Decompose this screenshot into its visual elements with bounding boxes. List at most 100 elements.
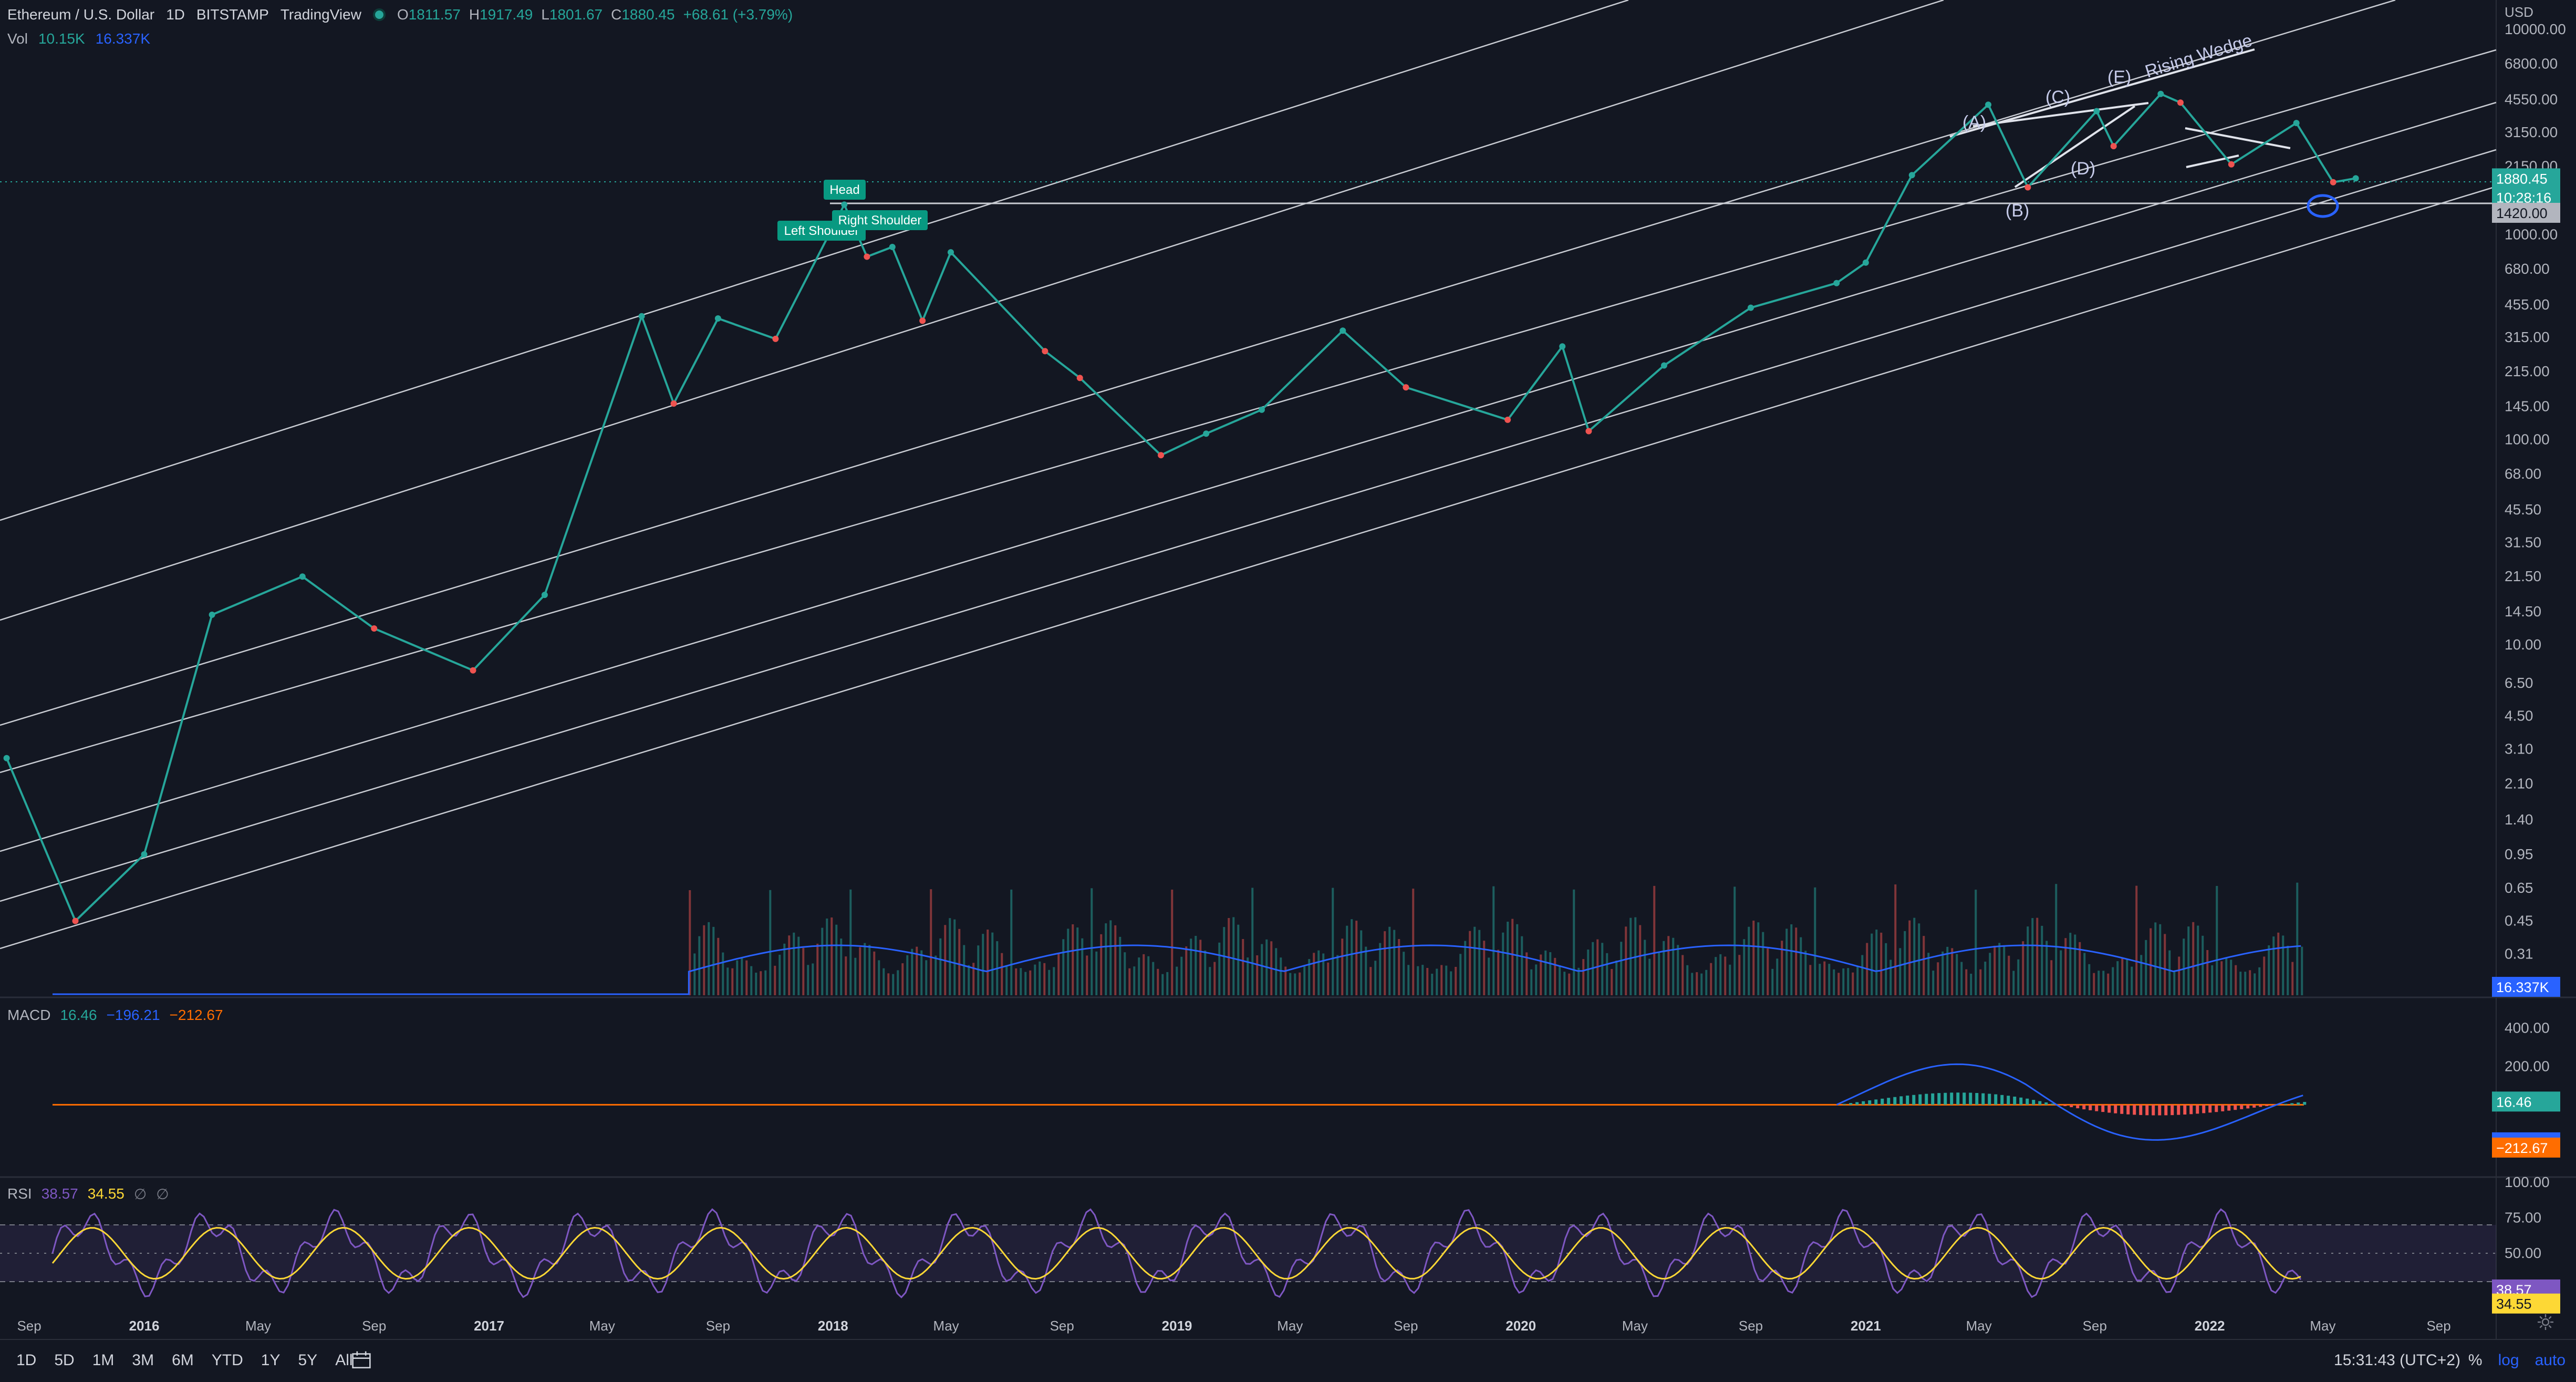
volume-bar (2074, 935, 2076, 996)
volume-bar (2083, 953, 2085, 995)
volume-bar (1629, 918, 1632, 995)
head-label[interactable]: Head (824, 180, 866, 200)
timeframe-button-1m[interactable]: 1M (84, 1352, 123, 1369)
macd-hist-bar (1912, 1095, 1915, 1105)
volume-bar (778, 955, 781, 995)
macd-hist-bar (2202, 1105, 2205, 1113)
symbol-name: Ethereum / U.S. Dollar (7, 6, 154, 23)
macd-hist-bar (1975, 1093, 1978, 1105)
timeframe-button-ytd[interactable]: YTD (203, 1352, 252, 1369)
volume-bar (717, 938, 719, 995)
volume-bar (693, 954, 695, 996)
price-point (1833, 280, 1840, 286)
volume-bar (1142, 954, 1145, 995)
volume-bar (854, 958, 856, 995)
volume-bar (849, 890, 851, 995)
volume-bar (1880, 933, 1882, 995)
rsi-legend[interactable]: RSI 38.57 34.55 ∅ ∅ (7, 1185, 169, 1203)
rsi-ma-label: 34.55 (2496, 1296, 2532, 1312)
volume-bar (2206, 950, 2208, 995)
volume-bar (2003, 946, 2005, 996)
macd-hist-bar (1925, 1094, 1928, 1105)
volume-bar (1105, 923, 1107, 995)
symbol-legend[interactable]: Ethereum / U.S. Dollar 1D BITSTAMP Tradi… (7, 6, 793, 23)
volume-bar (1700, 974, 1702, 995)
volume-bar (2263, 956, 2265, 995)
timeframe-button-6m[interactable]: 6M (163, 1352, 203, 1369)
rising-wedge-label[interactable]: Rising Wedge (2143, 30, 2255, 82)
volume-bar (1067, 929, 1069, 995)
volume-bar (1488, 957, 1490, 995)
volume-bar (2239, 972, 2241, 995)
calendar-icon[interactable] (351, 1350, 372, 1369)
macd-signal-value: −212.67 (170, 1007, 223, 1024)
timeframe-button-1d[interactable]: 1D (7, 1352, 45, 1369)
target-circle-marker[interactable] (2308, 195, 2338, 216)
volume-bar (1492, 886, 1494, 995)
log-scale-toggle[interactable]: log (2498, 1352, 2519, 1369)
last-price-label: 1880.45 (2496, 171, 2548, 187)
macd-hist-bar (2013, 1097, 2016, 1105)
wave-c-label[interactable]: (C) (2045, 87, 2070, 107)
time-tick-label: 2017 (474, 1318, 504, 1334)
timeframe-button-3m[interactable]: 3M (123, 1352, 163, 1369)
volume-bar (1109, 920, 1112, 995)
volume-bar (1663, 941, 1665, 995)
macd-hist-bar (2133, 1105, 2136, 1115)
price-point (1042, 348, 1048, 354)
volume-bar (1611, 969, 1613, 995)
macd-hist-bar (1956, 1092, 1959, 1105)
price-point (639, 313, 645, 319)
volume-bar (882, 968, 885, 995)
level-price-label: 1420.00 (2496, 205, 2548, 221)
auto-scale-toggle[interactable]: auto (2535, 1352, 2565, 1369)
macd-hist-bar (2089, 1105, 2092, 1110)
wave-e-label[interactable]: (E) (2107, 67, 2131, 87)
volume-bar (1152, 962, 1154, 995)
gear-icon[interactable] (2536, 1313, 2555, 1332)
wave-a-label[interactable]: (A) (1962, 112, 1986, 132)
volume-bar (1128, 968, 1130, 995)
price-tick-label: 100.00 (2505, 431, 2550, 448)
volume-bar (1681, 955, 1684, 996)
timeframe-button-5d[interactable]: 5D (45, 1352, 83, 1369)
volume-bar (1256, 955, 1258, 995)
rsi-na-value: ∅ (134, 1185, 147, 1203)
volume-bar (1440, 965, 1442, 996)
volume-bar (1421, 965, 1424, 995)
wave-d-label[interactable]: (D) (2071, 159, 2095, 179)
volume-bar (1138, 957, 1140, 995)
parallel-channel[interactable] (0, 0, 2496, 948)
macd-hist-bar (1893, 1097, 1896, 1105)
volume-bar (1015, 968, 1017, 995)
price-point (671, 400, 677, 407)
macd-hist-bar (2051, 1103, 2054, 1105)
volume-bar (1993, 946, 1996, 995)
volume-bar (1889, 960, 1892, 996)
right-shoulder-label[interactable]: Right Shoulder (832, 210, 928, 230)
clock[interactable]: 15:31:43 (UTC+2) (2334, 1352, 2460, 1369)
macd-hist-bar (1868, 1100, 1871, 1105)
price-tick-label: 1.40 (2505, 811, 2533, 828)
macd-legend[interactable]: MACD 16.46 −196.21 −212.67 (7, 1007, 223, 1024)
macd-hist-bar (2145, 1105, 2148, 1115)
volume-bar (1431, 974, 1433, 995)
price-point (1661, 363, 1667, 369)
volume-bar (1020, 968, 1022, 995)
volume-bar (1965, 970, 1967, 995)
volume-bar (1521, 936, 1523, 995)
wave-b-label[interactable]: (B) (2006, 201, 2029, 221)
macd-hist-bar (2076, 1105, 2079, 1108)
timeframe-button-5y[interactable]: 5Y (289, 1352, 326, 1369)
time-tick-label: Sep (362, 1318, 386, 1334)
percent-scale-toggle[interactable]: % (2468, 1352, 2482, 1369)
rsi-label: RSI (7, 1185, 32, 1203)
macd-hist-bar (2290, 1103, 2293, 1105)
volume-bar (1563, 972, 1565, 995)
volume-legend[interactable]: Vol 10.15K 16.337K (7, 30, 150, 47)
volume-bar (1426, 968, 1428, 995)
timeframe-button-1y[interactable]: 1Y (252, 1352, 289, 1369)
